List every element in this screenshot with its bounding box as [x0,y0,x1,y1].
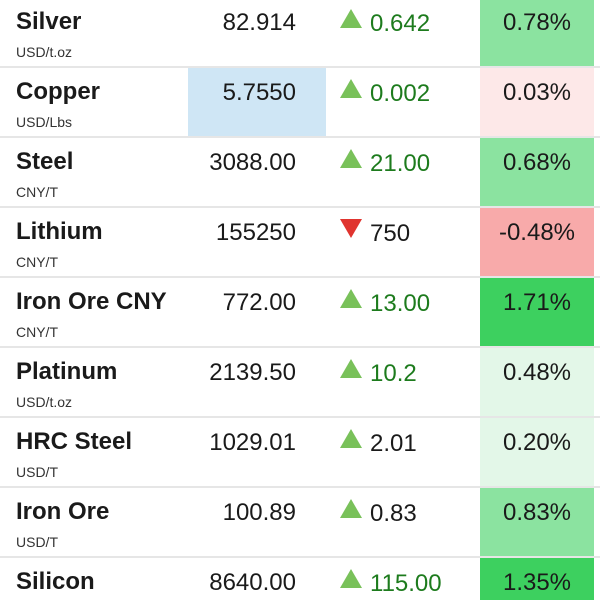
table-row[interactable]: Steel CNY/T 3088.00 21.00 0.68% [0,138,600,208]
commodity-change: 21.00 [370,150,431,177]
up-arrow-icon [340,499,362,518]
up-arrow-icon [340,79,362,98]
change-cell: 10.2 [340,359,417,389]
commodity-change: 13.00 [370,290,431,317]
table-row[interactable]: Platinum USD/t.oz 2139.50 10.2 0.48% [0,348,600,418]
commodity-percent-change: 1.35% [502,569,572,596]
commodity-unit: USD/t.oz [16,44,73,60]
commodity-change: 2.01 [370,430,417,457]
commodity-percent-change: 0.20% [502,429,572,456]
commodity-price: 772.00 [222,289,296,316]
commodity-price: 8640.00 [209,569,296,596]
commodity-percent-change: 0.83% [502,499,572,526]
change-cell: 21.00 [340,149,430,179]
commodity-unit: USD/t.oz [16,394,73,410]
percent-change-cell: 1.71% [480,278,594,346]
change-cell: 0.002 [340,79,430,109]
commodity-unit: CNY/T [16,324,58,340]
commodity-price: 155250 [215,219,296,246]
commodity-percent-change: 0.03% [502,79,572,106]
commodity-percent-change: 1.71% [502,289,572,316]
up-arrow-icon [340,359,362,378]
commodity-unit: USD/T [16,534,58,550]
down-arrow-icon [340,219,362,238]
price-cell: 2139.50 [188,348,326,416]
up-arrow-icon [340,569,362,588]
percent-change-cell: -0.48% [480,208,594,276]
commodity-price: 100.89 [222,499,296,526]
commodity-percent-change: 0.48% [502,359,572,386]
table-row[interactable]: Iron Ore CNY CNY/T 772.00 13.00 1.71% [0,278,600,348]
commodity-name: Silicon [16,568,95,595]
commodity-name: Copper [16,78,100,105]
up-arrow-icon [340,429,362,448]
change-cell: 115.00 [340,569,442,599]
change-cell: 13.00 [340,289,430,319]
table-row[interactable]: HRC Steel USD/T 1029.01 2.01 0.20% [0,418,600,488]
commodity-name: Lithium [16,218,103,245]
table-row[interactable]: Silicon 8640.00 115.00 1.35% [0,558,600,600]
commodity-change: 10.2 [370,360,417,387]
price-cell: 3088.00 [188,138,326,206]
commodity-unit: USD/Lbs [16,114,73,130]
commodity-price: 5.7550 [222,79,296,106]
commodity-name: HRC Steel [16,428,133,455]
price-cell: 100.89 [188,488,326,556]
price-cell: 772.00 [188,278,326,346]
commodity-name: Steel [16,148,74,175]
price-cell: 1029.01 [188,418,326,486]
percent-change-cell: 1.35% [480,558,594,600]
commodity-price: 3088.00 [209,149,296,176]
commodity-unit: CNY/T [16,184,58,200]
percent-change-cell: 0.68% [480,138,594,206]
up-arrow-icon [340,149,362,168]
price-cell: 5.7550 [188,68,326,136]
commodity-percent-change: 0.78% [502,9,572,36]
percent-change-cell: 0.20% [480,418,594,486]
price-cell: 155250 [188,208,326,276]
up-arrow-icon [340,9,362,28]
commodity-name: Iron Ore [16,498,110,525]
change-cell: 750 [340,219,410,249]
table-row[interactable]: Copper USD/Lbs 5.7550 0.002 0.03% [0,68,600,138]
commodity-price: 82.914 [222,9,296,36]
commodity-unit: USD/T [16,464,58,480]
commodity-change: 0.83 [370,500,417,527]
commodity-name: Platinum [16,358,118,385]
change-cell: 2.01 [340,429,417,459]
commodity-change: 0.002 [370,80,431,107]
table-row[interactable]: Lithium CNY/T 155250 750 -0.48% [0,208,600,278]
commodity-change: 750 [370,220,411,247]
commodity-change: 0.642 [370,10,431,37]
change-cell: 0.83 [340,499,417,529]
commodity-name: Silver [16,8,82,35]
commodity-price: 2139.50 [209,359,296,386]
price-cell: 82.914 [188,0,326,66]
table-row[interactable]: Silver USD/t.oz 82.914 0.642 0.78% [0,0,600,68]
commodity-percent-change: 0.68% [502,149,572,176]
commodity-unit: CNY/T [16,254,58,270]
percent-change-cell: 0.03% [480,68,594,136]
commodity-name: Iron Ore CNY [16,288,167,315]
price-cell: 8640.00 [188,558,326,600]
percent-change-cell: 0.83% [480,488,594,556]
commodity-change: 115.00 [370,570,442,597]
percent-change-cell: 0.78% [480,0,594,66]
percent-change-cell: 0.48% [480,348,594,416]
table-row[interactable]: Iron Ore USD/T 100.89 0.83 0.83% [0,488,600,558]
commodity-price: 1029.01 [209,429,296,456]
change-cell: 0.642 [340,9,430,39]
up-arrow-icon [340,289,362,308]
commodity-percent-change: -0.48% [498,219,576,246]
